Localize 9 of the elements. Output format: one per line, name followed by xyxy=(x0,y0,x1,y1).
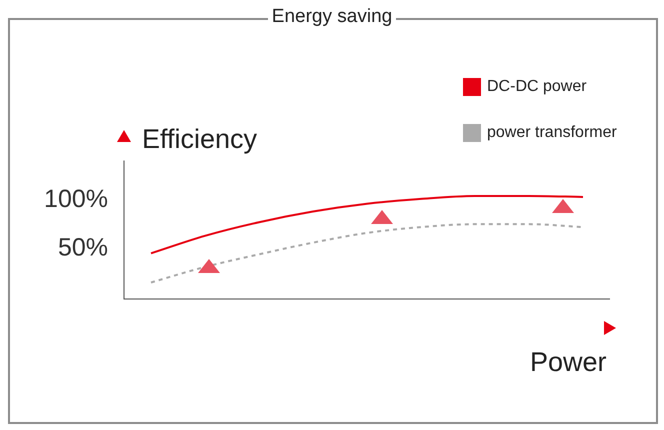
line-series xyxy=(150,223,584,284)
x-axis-title: Power xyxy=(530,347,607,378)
y-axis-title: Efficiency xyxy=(142,124,258,155)
line-series xyxy=(150,194,584,254)
legend-label: power transformer xyxy=(487,124,617,142)
y-tick-label: 50% xyxy=(58,233,108,262)
legend-label: DC-DC power xyxy=(487,78,587,96)
y-tick-label: 100% xyxy=(44,184,108,213)
chart-title: Energy saving xyxy=(268,6,396,27)
